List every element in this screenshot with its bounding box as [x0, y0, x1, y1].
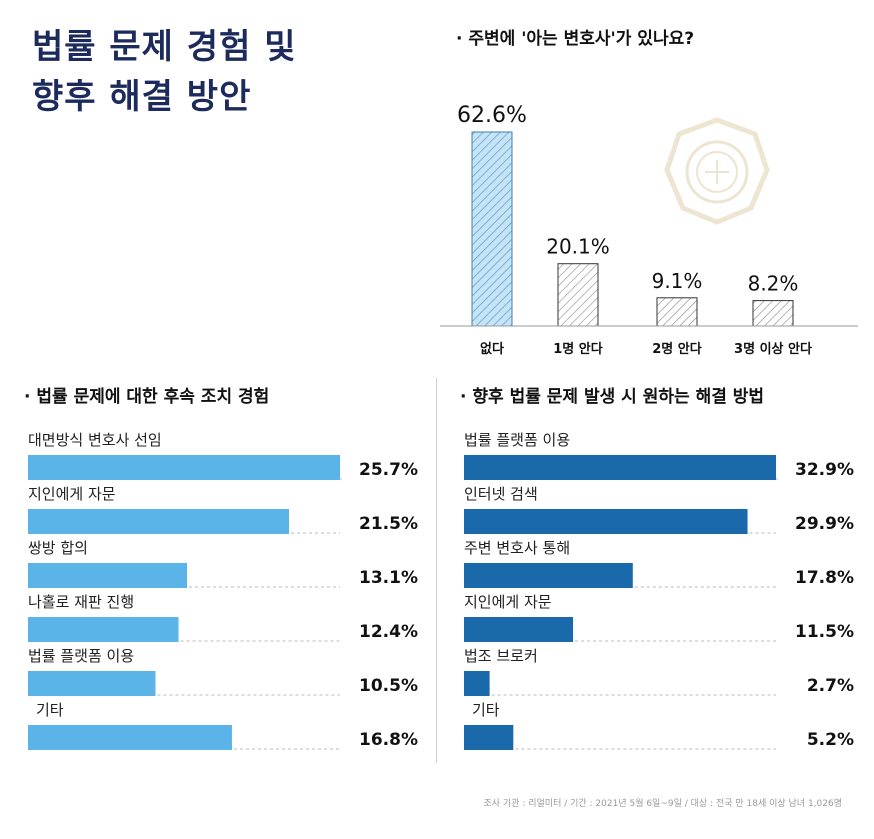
chart-future-title: · 향후 법률 문제 발생 시 원하는 해결 방법: [460, 387, 765, 407]
bar-1: [28, 455, 340, 480]
page-title-line2: 향후 해결 방안: [32, 77, 252, 117]
bar-1: [471, 131, 513, 327]
bar-5: [28, 671, 156, 696]
bar-6: [464, 725, 514, 750]
bar-value-label: 13.1%: [359, 568, 418, 588]
bar-value-label: 8.2%: [748, 272, 799, 296]
category-label: 1명 안다: [553, 341, 602, 357]
category-label: 나홀로 재판 진행: [28, 593, 134, 611]
bar-value-label: 12.4%: [359, 622, 418, 642]
bar-1: [464, 455, 776, 480]
bar-value-label: 17.8%: [795, 568, 854, 588]
bar-value-label: 5.2%: [807, 730, 854, 750]
bar-4: [752, 300, 794, 327]
bar-value-label: 2.7%: [807, 676, 854, 696]
bar-value-label: 9.1%: [652, 269, 703, 293]
chart-friends-title: · 주변에 '아는 변호사'가 있나요?: [456, 29, 695, 49]
bar-4: [28, 617, 179, 642]
bar-2: [464, 509, 748, 534]
lawyer-acquaintance-chart: 62.6% 없다 20.1% 1명 안다 9.1% 2명 안다 8.2% 3명 이상 안다: [440, 103, 858, 357]
bar-value-label: 21.5%: [359, 514, 418, 534]
court-emblem-icon: [664, 117, 770, 225]
followup-action-chart: 대면방식 변호사 선임 25.7% 지인에게 자문 21.5% 쌍방 합의 13.1% 나홀…: [28, 431, 418, 750]
bar-value-label: 16.8%: [359, 730, 418, 750]
bar-value-label: 62.6%: [457, 103, 527, 128]
category-label: 주변 변호사 통해: [464, 539, 570, 557]
bar-3: [464, 563, 633, 588]
category-label: 기타: [36, 701, 64, 719]
future-solution-chart: 법률 플랫폼 이용 32.9% 인터넷 검색 29.9% 주변 변호사 통해 17.8% 지…: [464, 431, 854, 750]
page-title-line1: 법률 문제 경험 및: [32, 27, 297, 67]
bar-value-label: 20.1%: [546, 235, 610, 259]
page-title: 법률 문제 경험 및 향후 해결 방안: [32, 22, 296, 122]
bar-2: [28, 509, 290, 534]
category-label: 법조 브로커: [464, 647, 538, 665]
bar-value-label: 29.9%: [795, 514, 854, 534]
bar-5: [464, 671, 490, 696]
category-label: 기타: [472, 701, 500, 719]
bar-3: [28, 563, 188, 588]
survey-footnote: 조사 기관 : 리얼미터 / 기간 : 2021년 5월 6일~9일 / 대상 …: [483, 799, 843, 809]
bar-3: [656, 297, 698, 327]
bar-2: [557, 263, 599, 327]
bar-value-label: 25.7%: [359, 460, 418, 480]
category-label: 2명 안다: [652, 341, 701, 357]
bar-value-label: 10.5%: [359, 676, 418, 696]
category-label: 쌍방 합의: [28, 539, 88, 557]
bar-4: [464, 617, 574, 642]
category-label: 3명 이상 안다: [734, 341, 812, 357]
section-divider: [436, 378, 437, 763]
category-label: 법률 플랫폼 이용: [464, 431, 570, 449]
category-label: 없다: [480, 341, 504, 357]
category-label: 인터넷 검색: [464, 485, 538, 503]
bar-value-label: 32.9%: [795, 460, 854, 480]
chart-followup-title: · 법률 문제에 대한 후속 조치 경험: [24, 387, 270, 407]
category-label: 법률 플랫폼 이용: [28, 647, 134, 665]
category-label: 대면방식 변호사 선임: [28, 431, 162, 449]
category-label: 지인에게 자문: [464, 593, 552, 611]
category-label: 지인에게 자문: [28, 485, 116, 503]
bar-6: [28, 725, 232, 750]
bar-value-label: 11.5%: [795, 622, 854, 642]
